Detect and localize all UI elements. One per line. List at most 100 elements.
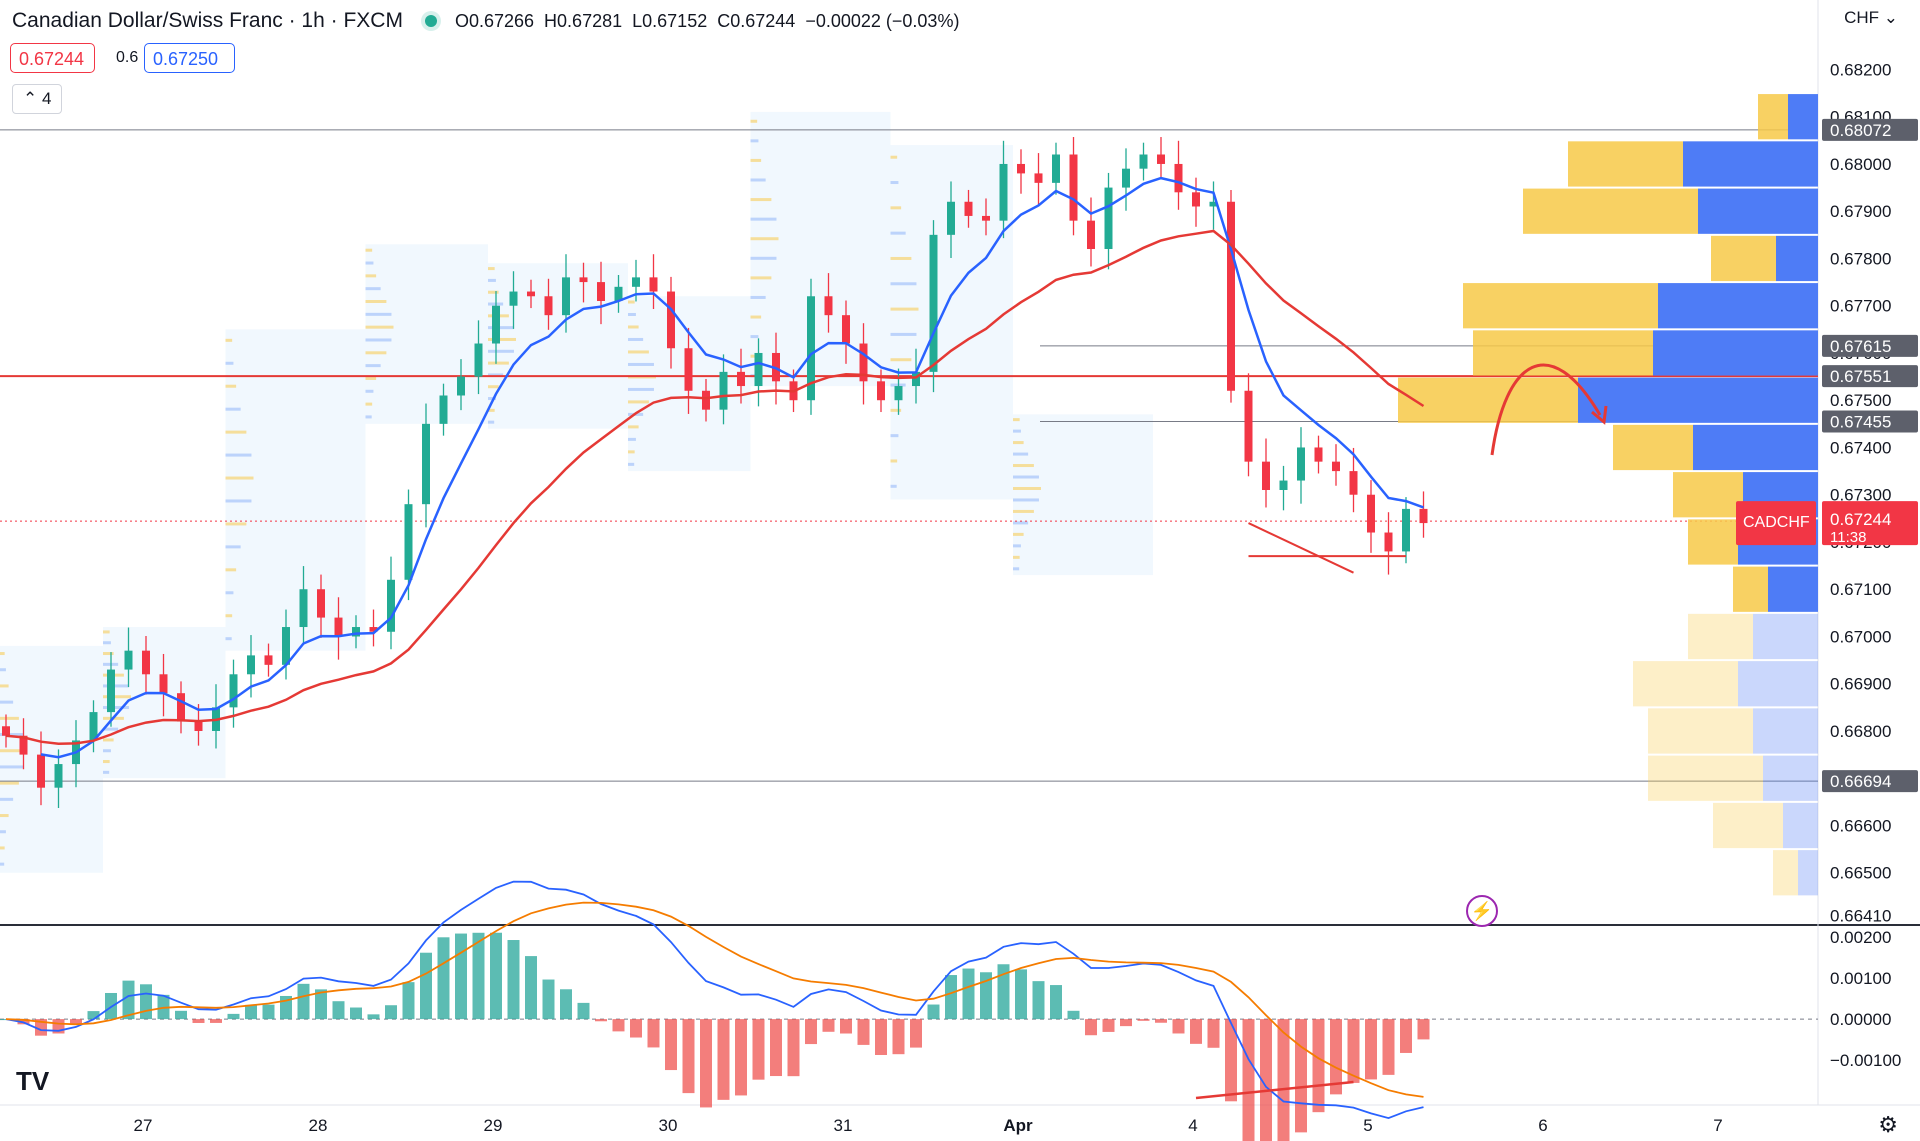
indicators-toggle-button[interactable]: ⌃ 4	[12, 84, 63, 114]
currency-selector[interactable]: CHF ⌄	[1844, 8, 1898, 28]
session-profile-bar	[103, 630, 110, 634]
price-tick-label: 0.67000	[1830, 627, 1891, 646]
sell-button[interactable]: 0.67244	[10, 43, 95, 73]
macd-histogram-bar	[122, 980, 135, 1020]
macd-histogram-bar	[1312, 1019, 1325, 1113]
session-profile-bar	[488, 337, 516, 341]
indicator-count: 4	[41, 89, 52, 108]
session-profile-bar	[750, 158, 762, 162]
macd-histogram-bar	[1050, 985, 1062, 1020]
macd-histogram-bar	[997, 964, 1010, 1020]
session-profile-bar	[890, 256, 912, 260]
session-profile-bar	[750, 354, 758, 358]
macd-histogram-bar	[1365, 1019, 1377, 1080]
volume-profile-up-bar	[1773, 850, 1798, 896]
macd-histogram-bar	[455, 933, 467, 1020]
session-profile-bar	[890, 459, 898, 463]
candle-body	[1262, 461, 1270, 490]
session-profile-bar	[890, 231, 906, 235]
volume-profile-down-bar	[1753, 613, 1818, 660]
chevron-up-icon: ⌃	[23, 89, 38, 108]
price-tick-label: 0.67800	[1830, 249, 1891, 268]
session-profile-bar	[225, 384, 237, 388]
macd-histogram-bar	[560, 989, 572, 1020]
volume-profile-up-bar	[1713, 802, 1783, 849]
candle-body	[702, 390, 710, 410]
macd-histogram-bar	[1400, 1019, 1412, 1053]
session-profile-bar	[628, 425, 639, 429]
candle-body	[142, 650, 150, 675]
spread-value: 0.6	[116, 49, 139, 66]
macd-histogram-bar	[980, 972, 992, 1020]
session-profile-bar	[365, 300, 387, 304]
candle-body	[1314, 447, 1323, 462]
session-profile-bar	[103, 760, 110, 764]
time-tick-label: 6	[1538, 1116, 1547, 1135]
volume-profile-up-bar	[1688, 519, 1738, 565]
session-profile-bar	[225, 430, 247, 434]
session-profile-bar	[628, 387, 654, 391]
volume-profile-up-bar	[1758, 94, 1788, 140]
session-profile-bar	[628, 400, 649, 404]
macd-histogram-bar	[35, 1019, 47, 1036]
session-profile-bar	[890, 155, 898, 159]
last-price-tag	[1822, 501, 1918, 546]
session-profile-bar	[890, 484, 897, 488]
session-profile-bar	[1013, 452, 1029, 456]
macd-histogram-bar	[1155, 1019, 1167, 1023]
candle-body	[579, 277, 588, 283]
session-profile-bar	[0, 846, 5, 850]
session-profile-bar	[628, 362, 654, 366]
volume-profile-down-bar	[1738, 661, 1818, 707]
price-tick-label: 0.68000	[1830, 155, 1891, 174]
symbol-title[interactable]: Canadian Dollar/Swiss Franc · 1h · FXCM	[12, 9, 403, 32]
time-tick-label: 27	[134, 1116, 153, 1135]
session-profile-bar	[488, 290, 499, 294]
macd-histogram-bar	[787, 1019, 800, 1077]
candle-body	[2, 726, 10, 736]
macd-histogram-bar	[1330, 1019, 1342, 1095]
macd-tick-label: −0.00100	[1830, 1051, 1901, 1070]
session-profile-bar	[365, 312, 392, 316]
session-profile-bar	[1013, 475, 1039, 479]
session-profile-bar	[365, 402, 373, 406]
market-open-icon	[424, 15, 437, 27]
session-profile-bar	[890, 358, 912, 362]
session-profile-box	[103, 627, 226, 779]
volume-profile-down-bar	[1788, 94, 1818, 140]
volume-profile-down-bar	[1753, 708, 1818, 754]
session-profile-bar	[225, 522, 247, 526]
macd-histogram-bar	[332, 1001, 345, 1020]
macd-histogram-bar	[525, 956, 537, 1020]
level-price-label: 0.68072	[1830, 121, 1891, 140]
session-profile-bar	[488, 361, 509, 365]
macd-histogram-bar	[595, 1019, 607, 1022]
macd-histogram-bar	[822, 1019, 835, 1032]
session-profile-bar	[890, 307, 919, 311]
candle-body	[859, 343, 868, 382]
session-profile-bar	[103, 684, 129, 688]
volume-profile-down-bar	[1798, 850, 1818, 896]
candle-body	[317, 589, 325, 618]
session-profile-box	[365, 244, 488, 424]
buy-button[interactable]: 0.67250	[144, 43, 235, 73]
session-profile-bar	[365, 261, 374, 265]
price-tick-label: 0.67900	[1830, 202, 1891, 221]
chart-header: Canadian Dollar/Swiss Franc · 1h · FXCM …	[12, 9, 959, 33]
session-profile-bar	[0, 733, 24, 737]
time-tick-label: Apr	[1003, 1116, 1033, 1135]
macd-histogram-bar	[175, 1010, 187, 1020]
candle-body	[719, 371, 728, 410]
tradingview-logo[interactable]: TV	[16, 1066, 50, 1096]
lightning-icon[interactable]: ⚡	[1466, 895, 1498, 927]
session-profile-bar	[103, 749, 111, 753]
candle-body	[107, 669, 115, 713]
candle-body	[1227, 201, 1235, 391]
session-profile-bar	[488, 420, 495, 424]
macd-histogram-bar	[490, 932, 502, 1020]
close-value: C0.67244	[717, 10, 796, 31]
session-profile-bar	[0, 700, 14, 704]
gear-icon[interactable]: ⚙	[1878, 1112, 1898, 1137]
macd-histogram-bar	[1032, 981, 1045, 1020]
